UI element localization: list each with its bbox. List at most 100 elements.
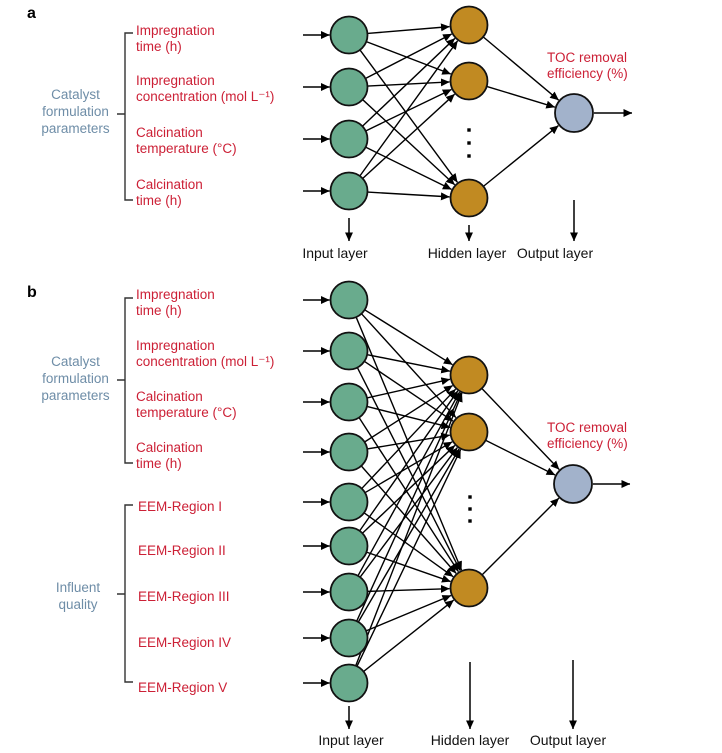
connection-edge	[361, 37, 456, 127]
connection-edge	[357, 448, 460, 623]
connection-edge	[360, 313, 457, 419]
layer-label-a-output: Output layer	[516, 245, 594, 261]
hidden-node	[449, 412, 489, 452]
connection-edge	[363, 360, 454, 422]
input-label-a-impregnation-concentration: Impregnation concentration (mol L⁻¹)	[136, 73, 275, 104]
hidden-node	[449, 61, 489, 101]
layer-label-a-input: Input layer	[302, 245, 368, 261]
connection-edge	[367, 432, 450, 450]
ellipsis-dot	[467, 128, 471, 132]
connection-edge	[359, 447, 458, 578]
catalyst-group-label-b: Catalyst formulation parameters	[41, 354, 110, 403]
connection-edge	[366, 551, 451, 583]
output-node	[554, 93, 594, 133]
input-node	[329, 119, 369, 159]
connection-edge	[360, 465, 457, 574]
layer-label-b-hidden: Hidden layer	[430, 732, 510, 748]
connection-edge	[482, 125, 559, 187]
network-b	[303, 280, 631, 730]
connection-edge	[367, 191, 450, 201]
input-node	[329, 526, 369, 566]
input-label-b-eem-region-5: EEM-Region V	[138, 680, 228, 695]
input-node	[329, 382, 369, 422]
connection-edge	[363, 512, 454, 578]
input-node	[329, 331, 369, 371]
connection-edge	[482, 36, 560, 101]
connection-edge	[357, 391, 461, 577]
connection-edge	[362, 93, 456, 180]
input-label-a-calcination-temperature: Calcination temperature (°C)	[136, 125, 237, 156]
input-node	[329, 482, 369, 522]
input-label-b-calcination-temperature: Calcination temperature (°C)	[136, 389, 237, 420]
influent-group-bracket-b	[117, 504, 133, 683]
connection-edge	[366, 40, 452, 75]
input-label-b-impregnation-concentration: Impregnation concentration (mol L⁻¹)	[136, 338, 275, 369]
connection-edge	[367, 23, 450, 35]
panel-letter-a: a	[27, 5, 36, 22]
input-label-b-calcination-time: Calcination time (h)	[136, 440, 203, 471]
output-label-b-toc-removal: TOC removal efficiency (%)	[547, 420, 628, 451]
ellipsis-dot	[468, 495, 472, 499]
connection-edge	[359, 390, 459, 532]
connection-edge	[481, 387, 560, 471]
connection-edge	[367, 584, 450, 593]
connection-edge	[363, 599, 455, 673]
connection-edge	[361, 388, 457, 490]
layer-label-b-output: Output layer	[529, 732, 607, 748]
connection-edge	[359, 40, 459, 177]
connection-edge	[364, 309, 453, 366]
input-node	[329, 67, 369, 107]
connection-edge	[365, 33, 452, 80]
connection-edge	[365, 146, 452, 191]
influent-group-label-b: Influent quality	[55, 580, 101, 612]
connection-edge	[364, 384, 453, 443]
input-node	[329, 280, 369, 320]
panel-letter-b: b	[27, 284, 37, 301]
input-label-b-impregnation-time: Impregnation time (h)	[136, 287, 215, 318]
input-label-b-eem-region-3: EEM-Region III	[138, 589, 230, 604]
input-node	[329, 618, 369, 658]
input-node	[329, 663, 369, 703]
connection-edge	[359, 49, 459, 183]
input-label-b-eem-region-1: EEM-Region I	[138, 499, 223, 514]
connection-edge	[358, 417, 460, 572]
connection-edge	[485, 439, 556, 476]
connection-edge	[486, 85, 556, 109]
input-label-b-eem-region-2: EEM-Region II	[138, 543, 226, 558]
connection-edge	[355, 392, 463, 667]
connection-edge	[367, 353, 451, 374]
hidden-node	[449, 568, 489, 608]
ellipsis-dot	[467, 141, 471, 145]
connection-edge	[362, 99, 456, 186]
connection-edge	[356, 367, 461, 571]
ellipsis-dot	[468, 519, 472, 523]
layer-label-b-input: Input layer	[318, 732, 384, 748]
input-label-a-calcination-time: Calcination time (h)	[136, 177, 203, 208]
connection-edge	[356, 392, 462, 622]
catalyst-group-label-a: Catalyst formulation parameters	[41, 87, 110, 136]
connection-edge	[366, 377, 451, 399]
connection-edge	[365, 594, 452, 632]
layer-label-a-hidden: Hidden layer	[427, 245, 507, 261]
input-node	[329, 432, 369, 472]
catalyst-group-bracket-b	[117, 297, 133, 464]
hidden-node	[449, 5, 489, 45]
connection-edge	[364, 441, 453, 494]
catalyst-group-bracket-a	[117, 32, 133, 201]
input-label-a-impregnation-time: Impregnation time (h)	[136, 23, 215, 54]
output-node	[553, 464, 593, 504]
connection-edge	[365, 88, 452, 132]
connection-edge	[355, 316, 463, 571]
network-a	[303, 5, 633, 242]
input-node	[329, 171, 369, 211]
hidden-node	[449, 178, 489, 218]
connection-edge	[366, 405, 451, 430]
connection-edge	[481, 497, 560, 576]
hidden-node	[449, 355, 489, 395]
output-label-a-toc-removal: TOC removal efficiency (%)	[547, 50, 628, 81]
input-label-b-eem-region-4: EEM-Region IV	[138, 635, 232, 650]
connection-edge	[367, 78, 450, 87]
connection-edge	[356, 449, 462, 667]
